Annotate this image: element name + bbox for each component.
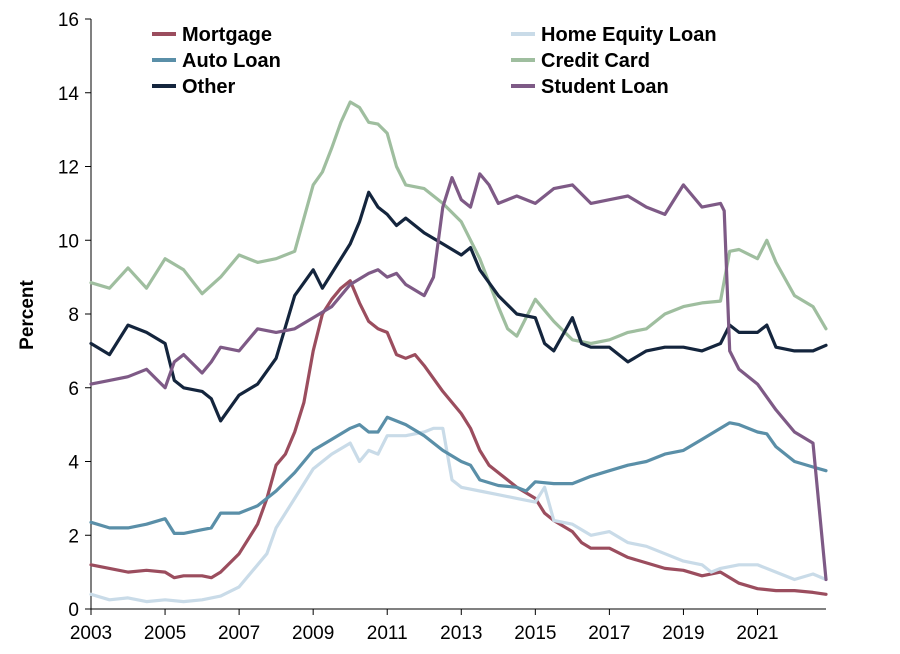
y-tick-label: 6 <box>68 379 79 400</box>
y-tick-label: 10 <box>58 231 79 252</box>
y-tick-label: 12 <box>58 158 79 179</box>
series-line-credit-card <box>89 100 828 346</box>
x-tick-label: 2011 <box>367 623 408 644</box>
x-tick-label: 2003 <box>70 623 112 644</box>
series-line-other <box>89 190 828 423</box>
legend-label-other: Other <box>182 76 236 98</box>
legend-label-auto-loan: Auto Loan <box>182 50 281 72</box>
series-line-mortgage <box>89 279 828 596</box>
x-tick-label: 2015 <box>514 623 556 644</box>
series-line-student-loan <box>89 172 828 582</box>
y-ticks: 0 2 4 6 8 10 12 14 16 <box>58 10 91 621</box>
y-tick-label: 0 <box>68 600 79 621</box>
x-tick-label: 2013 <box>440 623 482 644</box>
legend-label-credit-card: Credit Card <box>541 50 650 72</box>
legend-label-mortgage: Mortgage <box>182 24 272 46</box>
axes <box>90 19 826 610</box>
y-tick-label: 4 <box>68 453 79 474</box>
legend-label-home-equity-loan: Home Equity Loan <box>541 24 717 46</box>
x-tick-label: 2007 <box>218 623 260 644</box>
legend-label-student-loan: Student Loan <box>541 76 669 98</box>
x-tick-label: 2019 <box>662 623 704 644</box>
legend: Mortgage Home Equity Loan Auto Loan Credit … <box>152 24 717 98</box>
x-ticks: 2003 2005 2007 2009 2011 2013 2015 2017 2019 2021 <box>70 609 779 644</box>
y-tick-label: 16 <box>58 10 79 31</box>
x-tick-label: 2009 <box>292 623 334 644</box>
x-tick-label: 2005 <box>144 623 186 644</box>
series-line-auto-loan <box>89 415 828 535</box>
y-axis-title: Percent <box>17 279 38 349</box>
x-tick-label: 2021 <box>736 623 778 644</box>
series-group <box>89 100 828 604</box>
x-tick-label: 2017 <box>588 623 630 644</box>
y-tick-label: 8 <box>68 305 79 326</box>
y-tick-label: 2 <box>68 526 79 547</box>
y-tick-label: 14 <box>58 84 80 105</box>
